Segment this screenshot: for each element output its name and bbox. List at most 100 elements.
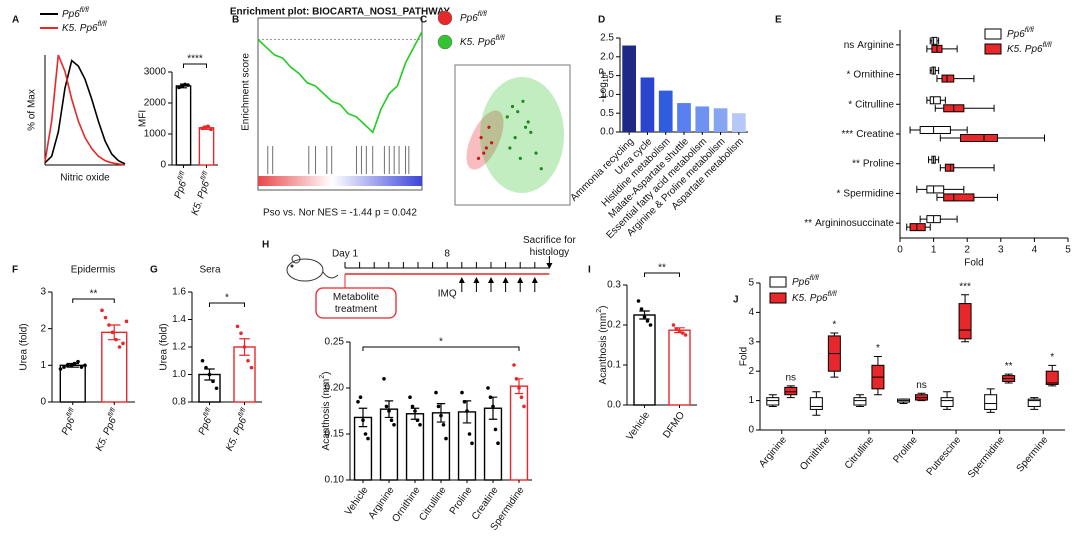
y-tick-label: 3000 [144, 67, 167, 78]
data-point [460, 390, 464, 395]
data-point [415, 418, 420, 423]
significance-label: * [1050, 352, 1054, 363]
data-line [44, 59, 126, 165]
significance-bracket [183, 63, 207, 68]
data-point [389, 418, 394, 423]
data-point [534, 151, 538, 155]
legend-label: Pp6fl/fl [460, 11, 487, 23]
y-tick-label: 3 [748, 336, 754, 347]
panel-letter: J [733, 295, 739, 306]
text-part: fl/fl [1025, 27, 1034, 34]
y-tick-label: 0 [748, 425, 754, 436]
bar [677, 103, 691, 132]
significance-label: ns [844, 39, 855, 50]
bar [668, 329, 691, 406]
data-point [246, 358, 250, 363]
plot-title: Epidermis [71, 265, 115, 276]
significance-label: *** [959, 281, 971, 292]
timeline-label: Metabolite treatment [333, 292, 380, 315]
legend-swatch [437, 34, 453, 50]
timeline-label: 8 [444, 249, 450, 260]
data-point [100, 308, 104, 313]
data-point [366, 436, 370, 441]
data-point [249, 365, 254, 370]
plot-title: Sera [199, 265, 221, 276]
data-point [239, 331, 243, 336]
x-tick-label: 2 [964, 245, 970, 256]
text-part: fl/fl [478, 11, 487, 18]
significance-label: ** [658, 263, 666, 274]
significance-label: ** [1005, 361, 1013, 372]
legend-swatch [984, 43, 1002, 55]
significance-bracket [72, 298, 115, 303]
text-part: ) [321, 372, 332, 375]
category-label: ** Proline [852, 158, 894, 169]
data-point [529, 130, 533, 135]
significance-label: ns [786, 373, 797, 384]
y-tick-label: 0.20 [325, 383, 345, 394]
data-point [642, 315, 647, 319]
y-axis-label: Acanthosis (mm2) [596, 306, 608, 385]
bar [732, 113, 746, 132]
text-part: K5. Pp6 [62, 23, 98, 34]
text-part: fl/fl [177, 170, 187, 181]
data-point [645, 319, 650, 323]
error-bar [384, 400, 394, 419]
data-point [418, 423, 422, 427]
y-tick-label: Creatine [856, 129, 894, 140]
data-point [639, 307, 644, 311]
text-part: Pp6 [460, 13, 478, 24]
data-point [434, 390, 438, 395]
legend-swatch [437, 10, 453, 26]
data-point [103, 315, 108, 320]
text-part: ) [598, 306, 609, 309]
data-point [107, 323, 111, 327]
bar [198, 127, 215, 166]
significance-label: ** [852, 158, 860, 169]
text-part: Acanthosis (mm [321, 379, 332, 451]
bar [59, 364, 86, 403]
y-tick-label: 4 [748, 307, 754, 318]
y-tick-label: 2.5 [600, 33, 614, 44]
data-point [200, 358, 205, 363]
data-point [62, 365, 66, 369]
data-point [117, 345, 122, 349]
data-point [441, 423, 446, 427]
text-part: P [598, 67, 609, 74]
data-point [470, 441, 474, 446]
y-axis-label: Urea (fold) [159, 323, 170, 370]
text-part: fl/fl [107, 407, 117, 418]
data-point [512, 363, 516, 367]
box [931, 36, 938, 45]
x-tick-label: 1 [931, 245, 937, 256]
data-point [211, 379, 215, 384]
data-point [518, 156, 522, 160]
data-point [387, 409, 391, 413]
y-tick-label: 0.0 [600, 127, 614, 138]
box [1045, 370, 1059, 385]
data-point [209, 127, 213, 132]
data-point [200, 126, 204, 131]
bar [640, 77, 655, 132]
category-label: ns Arginine [844, 39, 895, 50]
data-point [489, 141, 494, 145]
text-part: fl/fl [810, 275, 819, 282]
data-point [484, 146, 488, 150]
x-axis-label: Fold [964, 258, 983, 269]
significance-label: ** [90, 289, 98, 300]
y-tick-label: 5 [748, 278, 754, 289]
data-point [493, 427, 498, 432]
data-point [76, 359, 80, 364]
legend-swatch [769, 276, 787, 288]
data-point [83, 363, 87, 368]
x-tick-label: 3 [998, 245, 1004, 256]
box [984, 394, 998, 410]
timeline-label: IMQ [438, 289, 457, 300]
data-point [124, 319, 129, 324]
data-point [206, 124, 210, 129]
category-label: ** Argininosuccinate [804, 218, 894, 229]
y-tick-label: 0.8 [172, 397, 186, 408]
rank-gradient [258, 176, 422, 186]
